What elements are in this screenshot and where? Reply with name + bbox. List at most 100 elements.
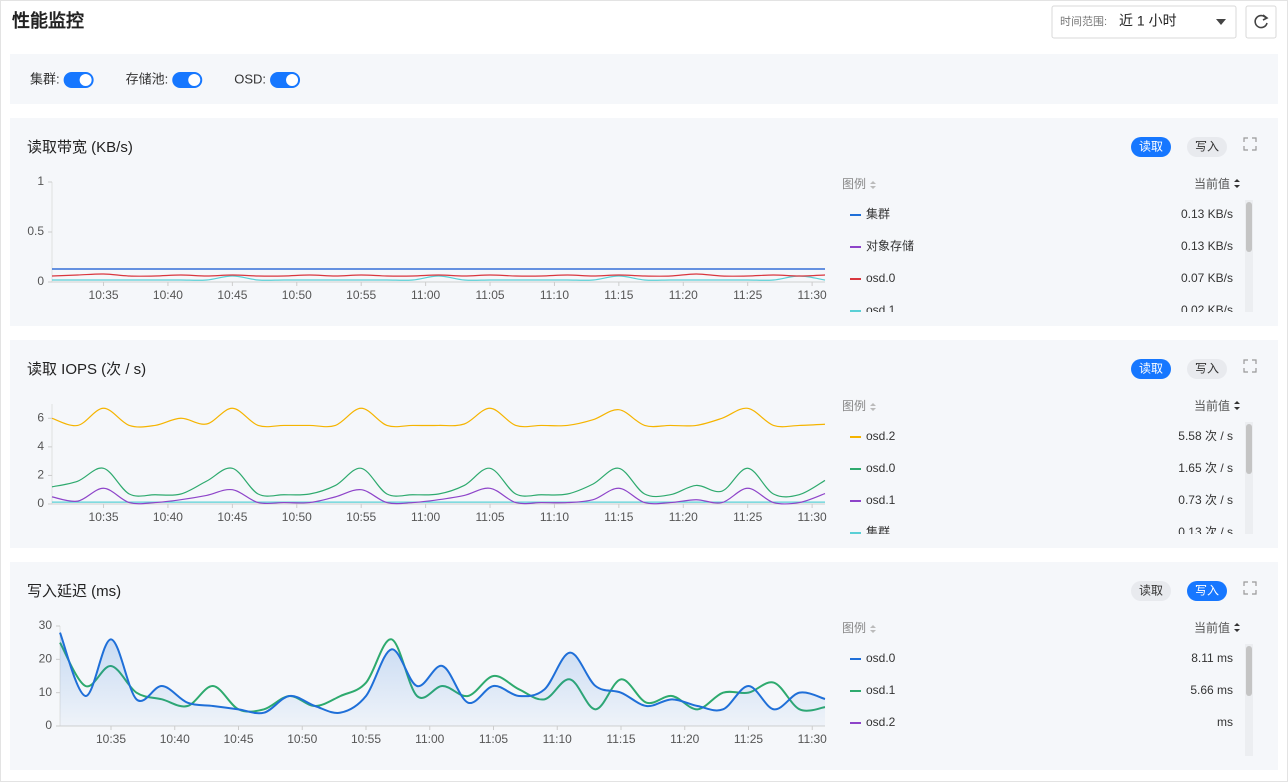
legend-value: 5.66 ms <box>1190 683 1233 697</box>
y-tick-label: 2 <box>37 468 44 482</box>
metric-button[interactable]: 写入 <box>1187 137 1227 157</box>
button-label[interactable]: 读取 <box>1139 140 1163 154</box>
legend-row[interactable]: osd.1 0.73 次 / s <box>850 493 1233 507</box>
chart-panel: 读取带宽 (KB/s) 读取 写入 0 0.5 1 10:35 10:40 10:45 10:50… <box>10 118 1278 326</box>
y-tick-label: 30 <box>39 618 53 632</box>
chart-title: 写入延迟 (ms) <box>27 583 121 600</box>
series-line <box>51 273 826 277</box>
fullscreen-icon[interactable] <box>1243 137 1257 151</box>
y-tick-label: 0 <box>45 718 52 732</box>
y-tick-label: 1 <box>37 174 44 188</box>
refresh-button[interactable] <box>1245 5 1277 39</box>
button-label[interactable]: 写入 <box>1195 584 1219 598</box>
button-bg[interactable] <box>1187 359 1227 379</box>
sort-icon[interactable] <box>870 403 876 411</box>
metric-button[interactable]: 读取 <box>1131 359 1171 379</box>
x-tick-label: 10:35 <box>96 732 126 746</box>
legend-row[interactable]: osd.1 0.02 KB/s <box>850 303 1233 317</box>
time-range-select[interactable]: 时间范围: 近 1 小时 <box>1051 5 1237 39</box>
button-label[interactable]: 写入 <box>1195 362 1219 376</box>
button-label[interactable]: 读取 <box>1139 584 1163 598</box>
legend-row[interactable]: osd.0 1.65 次 / s <box>850 461 1233 475</box>
y-tick-label: 20 <box>39 652 53 666</box>
button-label[interactable]: 读取 <box>1139 362 1163 376</box>
toggle-knob[interactable] <box>286 74 299 86</box>
scroll-track <box>1245 644 1253 756</box>
x-tick-label: 11:30 <box>798 288 827 302</box>
filter-label: OSD: <box>234 71 266 86</box>
refresh-box[interactable] <box>1245 5 1277 39</box>
legend-row[interactable]: osd.0 0.07 KB/s <box>850 271 1233 285</box>
metric-button[interactable]: 读取 <box>1131 581 1171 601</box>
metric-button[interactable]: 读取 <box>1131 137 1171 157</box>
x-tick-label: 10:55 <box>346 510 376 524</box>
sort-icon[interactable] <box>1234 401 1240 410</box>
x-tick-label: 11:20 <box>669 288 698 302</box>
scroll-thumb[interactable] <box>1246 646 1252 696</box>
button-bg[interactable] <box>1131 581 1171 601</box>
y-tick-label: 0 <box>37 496 44 510</box>
legend-row[interactable]: osd.1 5.66 ms <box>850 683 1233 697</box>
x-tick-label: 10:45 <box>217 510 247 524</box>
select-box[interactable] <box>1051 5 1237 39</box>
x-tick-label: 11:00 <box>411 288 440 302</box>
legend-row[interactable]: osd.2 ms <box>850 715 1233 729</box>
button-bg[interactable] <box>1131 137 1171 157</box>
fullscreen-icon[interactable] <box>1243 359 1257 373</box>
x-tick-label: 10:35 <box>89 510 119 524</box>
refresh-arrow <box>1262 14 1269 21</box>
button-label[interactable]: 写入 <box>1195 140 1219 154</box>
legend-name: 对象存储 <box>866 238 914 253</box>
button-bg[interactable] <box>1187 137 1227 157</box>
sort-icon[interactable] <box>1234 179 1240 188</box>
series-line <box>51 487 826 505</box>
button-bg[interactable] <box>1131 359 1171 379</box>
x-tick-label: 10:40 <box>153 288 183 302</box>
value-header: 当前值 <box>1194 176 1230 191</box>
filter-toggle[interactable] <box>63 72 94 88</box>
legend-value: 8.11 ms <box>1191 651 1233 665</box>
legend-name: osd.2 <box>866 429 896 443</box>
toggle-knob[interactable] <box>188 74 201 86</box>
button-bg[interactable] <box>1187 581 1227 601</box>
x-tick-label: 10:50 <box>287 732 317 746</box>
series-line <box>52 275 826 281</box>
legend-row[interactable]: 集群 0.13 次 / s <box>850 524 1233 539</box>
legend: osd.2 5.58 次 / s osd.0 1.65 次 / s osd.1 0.73 … <box>850 429 1233 539</box>
legend-header: 图例 <box>842 177 866 191</box>
legend-name: osd.0 <box>866 461 896 475</box>
panel-bg <box>10 340 1278 548</box>
legend-row[interactable]: 对象存储 0.13 KB/s <box>850 238 1233 253</box>
toggle-knob[interactable] <box>79 74 92 86</box>
chart-title: 读取带宽 (KB/s) <box>27 139 133 156</box>
scroll-thumb[interactable] <box>1246 424 1252 474</box>
sort-icon[interactable] <box>870 625 876 633</box>
y-tick-label: 4 <box>37 439 44 453</box>
legend-name: osd.0 <box>866 271 896 285</box>
series-line <box>59 632 826 715</box>
chart-panel: 读取 IOPS (次 / s) 读取 写入 0 2 4 6 10:35 10:40 10:45 10… <box>10 340 1278 548</box>
select-caret <box>1216 19 1226 25</box>
legend-row[interactable]: osd.2 5.58 次 / s <box>850 429 1233 443</box>
legend-value: ms <box>1217 715 1233 729</box>
legend-value: 0.13 KB/s <box>1181 207 1233 221</box>
sort-icon[interactable] <box>1234 623 1240 632</box>
x-tick-label: 11:05 <box>475 288 504 302</box>
sort-icon[interactable] <box>870 181 876 189</box>
filter-bar <box>10 54 1278 104</box>
x-tick-label: 11:25 <box>734 732 763 746</box>
legend-name: osd.1 <box>866 683 896 697</box>
fullscreen-icon[interactable] <box>1243 581 1257 595</box>
y-tick-label: 0.5 <box>27 224 44 238</box>
metric-button[interactable]: 写入 <box>1187 581 1227 601</box>
scroll-thumb[interactable] <box>1246 202 1252 252</box>
x-tick-label: 10:35 <box>89 288 119 302</box>
filter-toggle[interactable] <box>172 72 203 88</box>
filter-toggle[interactable] <box>270 72 301 88</box>
legend-row[interactable]: osd.0 8.11 ms <box>850 651 1233 665</box>
x-tick-label: 11:05 <box>475 510 504 524</box>
x-tick-label: 11:15 <box>604 288 633 302</box>
metric-button[interactable]: 写入 <box>1187 359 1227 379</box>
legend-row[interactable]: 集群 0.13 KB/s <box>850 206 1233 221</box>
